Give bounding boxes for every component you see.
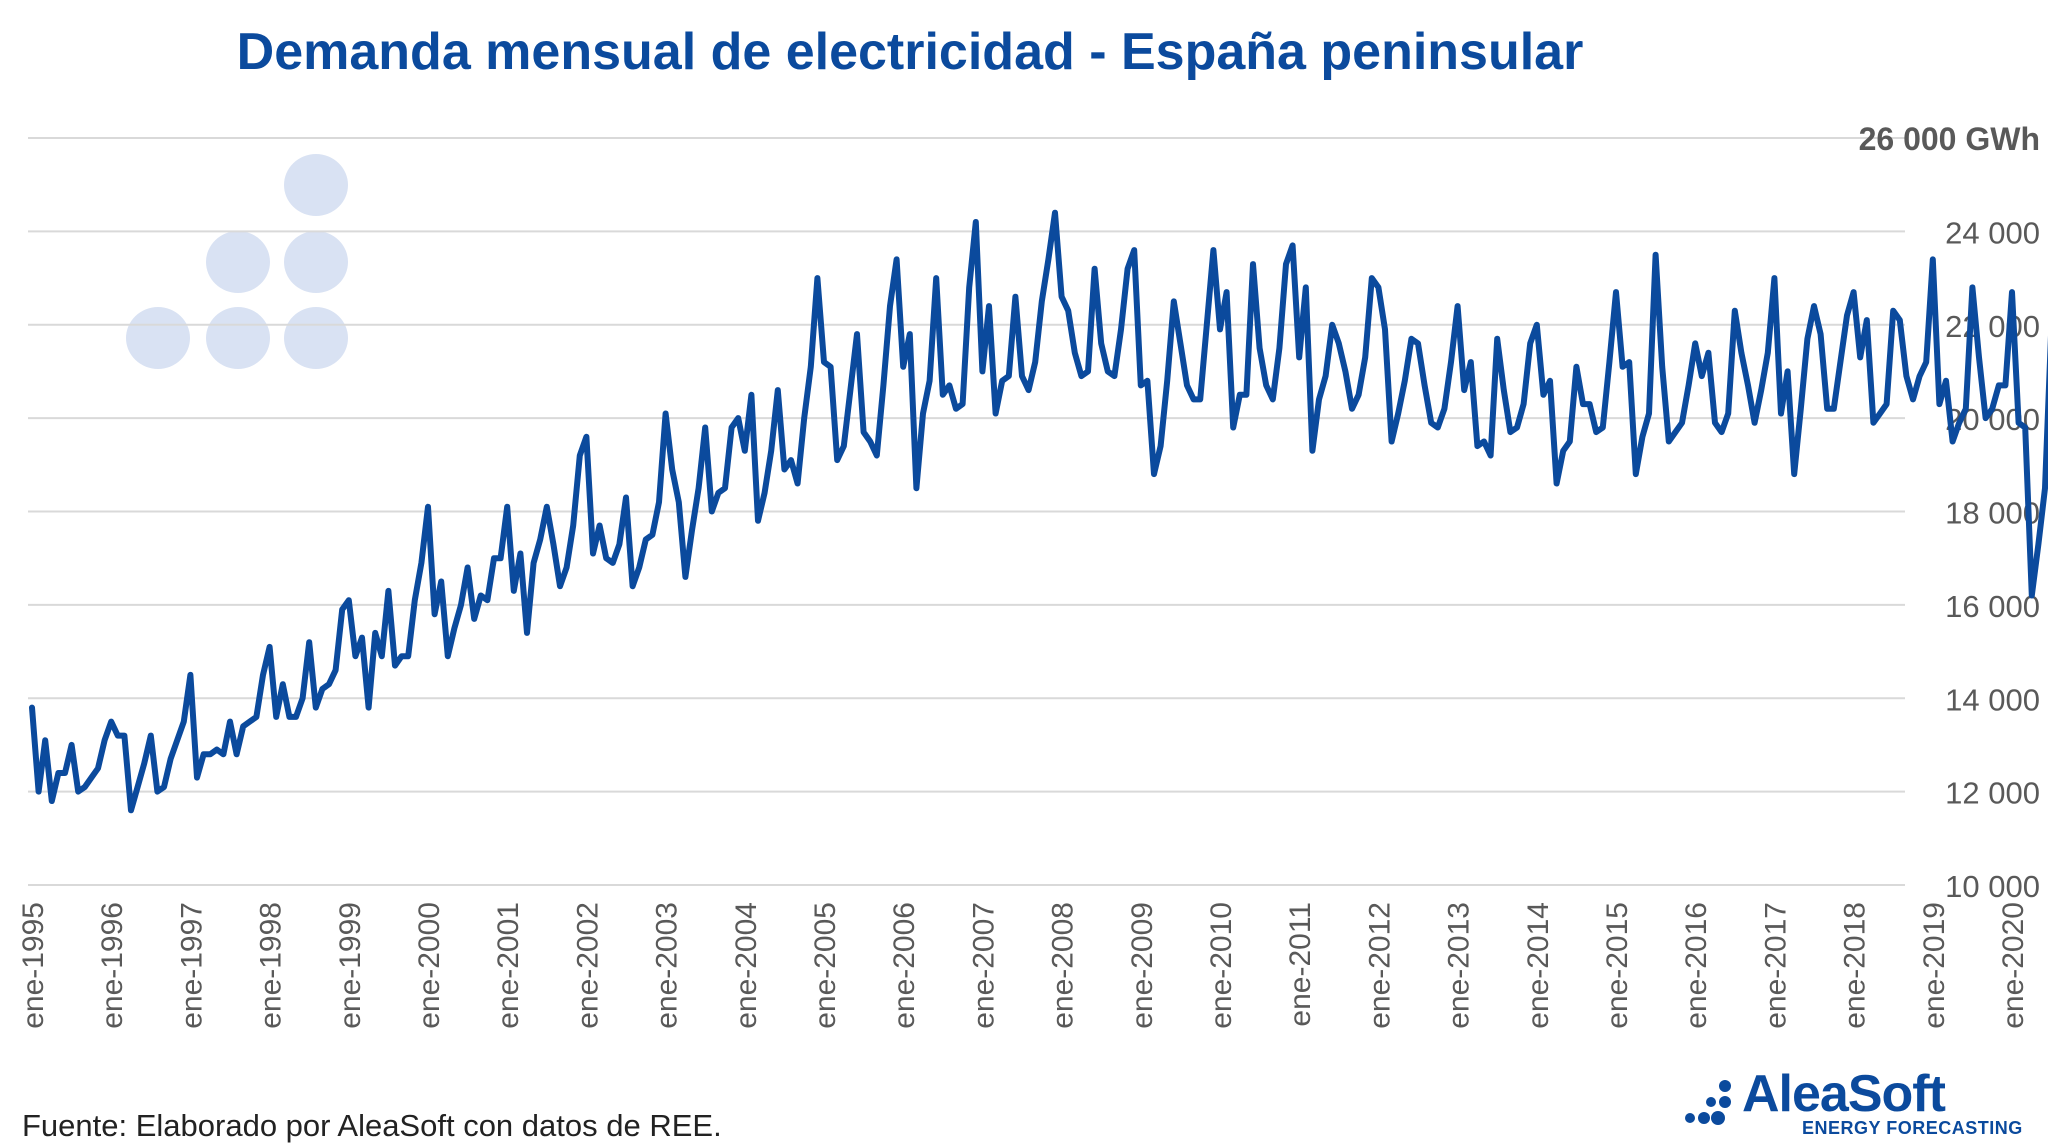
watermark-dot [284, 154, 348, 216]
x-tick-label: ene-2014 [1522, 902, 1555, 1029]
y-tick-label: 12 000 [1945, 776, 2040, 811]
x-tick-label: ene-2009 [1126, 902, 1159, 1029]
demand-series-line [29, 209, 2048, 814]
x-tick-label: ene-2000 [413, 902, 446, 1029]
watermark-dot [206, 307, 270, 369]
y-tick-label: 26 000 GWh [1859, 121, 2040, 157]
x-tick-label: ene-2015 [1601, 902, 1634, 1029]
logo-name: AleaSoft [1742, 1065, 1946, 1123]
y-tick-label: 22 000 [1945, 309, 2040, 344]
x-tick-label: ene-2006 [888, 902, 921, 1029]
logo-dots-icon [1685, 1080, 1731, 1125]
watermark-dot [284, 307, 348, 369]
x-tick-label: ene-1997 [175, 902, 208, 1029]
x-axis-labels: ene-1995 ene-1996 ene-1997 ene-1998 ene-1999… [17, 902, 2030, 1029]
grid-lines [28, 137, 1905, 886]
x-tick-label: ene-2020 [1997, 902, 2030, 1029]
x-tick-label: ene-1995 [17, 902, 50, 1029]
logo-tagline: ENERGY FORECASTING [1802, 1118, 2023, 1138]
x-tick-label: ene-2013 [1443, 902, 1476, 1029]
x-tick-label: ene-2007 [967, 902, 1000, 1029]
x-tick-label: ene-2012 [1363, 902, 1396, 1029]
y-tick-label: 14 000 [1945, 682, 2040, 717]
x-tick-label: ene-1996 [96, 902, 129, 1029]
chart-title: Demanda mensual de electricidad - España… [236, 23, 1584, 81]
y-tick-label: 10 000 [1945, 869, 2040, 904]
x-tick-label: ene-2005 [809, 902, 842, 1029]
y-tick-label: 16 000 [1945, 589, 2040, 624]
source-note: Fuente: Elaborado por AleaSoft con datos… [22, 1108, 722, 1143]
x-tick-label: ene-2001 [492, 902, 525, 1029]
x-tick-label: ene-2008 [1047, 902, 1080, 1029]
x-tick-label: ene-2016 [1680, 902, 1713, 1029]
x-tick-label: ene-2002 [571, 902, 604, 1029]
x-tick-label: ene-1998 [255, 902, 288, 1029]
x-tick-label: ene-2011 [1284, 902, 1317, 1027]
x-tick-label: ene-1999 [334, 902, 367, 1029]
y-tick-label: 18 000 [1945, 496, 2040, 531]
x-tick-label: ene-2017 [1759, 902, 1792, 1029]
x-tick-label: ene-2004 [730, 902, 763, 1029]
x-tick-label: ene-2019 [1918, 902, 1951, 1029]
watermark-dot [126, 307, 190, 369]
watermark-dot [284, 231, 348, 293]
x-tick-label: ene-2018 [1839, 902, 1872, 1029]
watermark-dot [206, 231, 270, 293]
y-tick-label: 24 000 [1945, 215, 2040, 250]
x-tick-label: ene-2010 [1205, 902, 1238, 1029]
aleasoft-logo: AleaSoft ENERGY FORECASTING [1682, 1065, 2032, 1146]
x-tick-label: ene-2003 [651, 902, 684, 1029]
watermark-dots [126, 154, 348, 369]
